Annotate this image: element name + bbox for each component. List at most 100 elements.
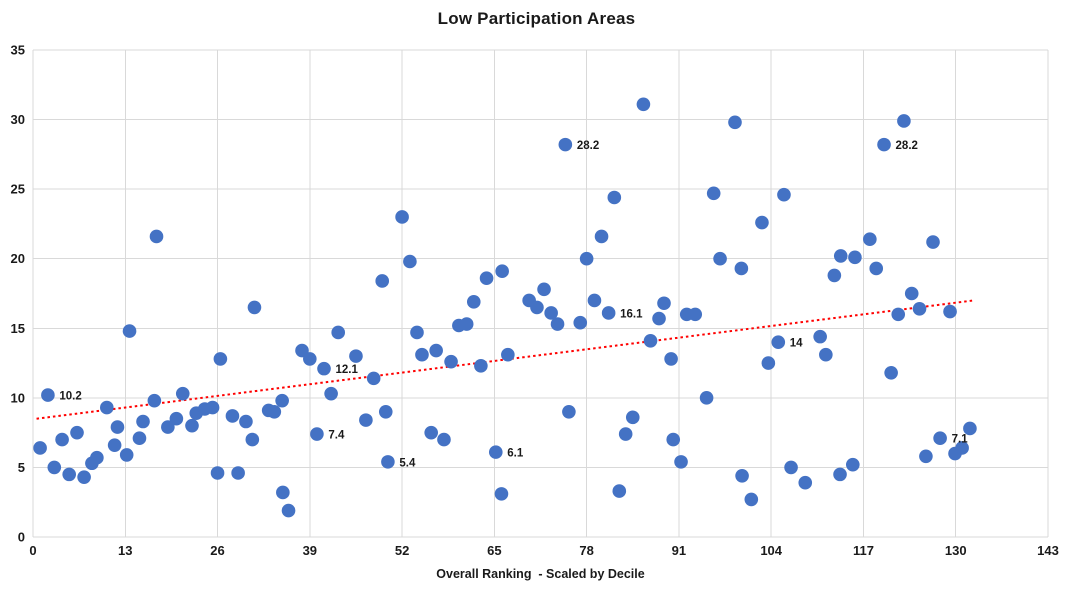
data-point[interactable] — [474, 359, 488, 373]
data-point[interactable] — [161, 420, 175, 434]
data-point[interactable] — [479, 271, 494, 285]
data-point[interactable] — [587, 293, 602, 308]
data-point[interactable] — [674, 455, 688, 469]
data-point[interactable] — [562, 404, 576, 419]
data-point[interactable] — [62, 467, 76, 482]
data-point[interactable] — [110, 420, 125, 434]
data-point[interactable] — [933, 431, 947, 446]
data-point[interactable] — [943, 304, 957, 319]
data-point[interactable] — [877, 137, 891, 152]
data-point[interactable] — [225, 409, 240, 423]
data-point[interactable] — [205, 400, 220, 415]
data-point[interactable] — [827, 268, 842, 283]
data-point[interactable] — [107, 438, 122, 452]
data-point[interactable] — [884, 366, 898, 380]
data-point[interactable] — [919, 449, 933, 464]
data-point[interactable] — [136, 414, 150, 429]
data-point[interactable] — [784, 460, 798, 475]
data-point[interactable] — [77, 470, 91, 484]
data-point[interactable] — [149, 229, 164, 244]
data-point[interactable] — [395, 210, 409, 224]
data-point[interactable] — [735, 468, 749, 483]
data-point[interactable] — [231, 466, 245, 480]
data-point[interactable] — [501, 347, 515, 362]
data-point[interactable] — [833, 249, 848, 263]
data-point[interactable] — [607, 190, 622, 205]
data-point[interactable] — [41, 388, 55, 402]
data-point[interactable] — [904, 286, 919, 301]
data-point[interactable] — [761, 356, 776, 370]
data-point[interactable] — [429, 343, 443, 358]
data-point[interactable] — [625, 410, 640, 425]
data-point[interactable] — [239, 414, 253, 429]
data-point[interactable] — [55, 432, 69, 447]
data-point[interactable] — [666, 432, 681, 447]
data-point[interactable] — [175, 386, 190, 401]
data-point[interactable] — [573, 315, 588, 330]
data-point[interactable] — [276, 485, 290, 500]
data-point[interactable] — [537, 282, 551, 297]
data-point[interactable] — [869, 261, 884, 276]
data-point[interactable] — [863, 232, 877, 247]
data-point[interactable] — [963, 421, 977, 436]
data-point[interactable] — [119, 448, 134, 462]
data-point[interactable] — [213, 352, 228, 366]
data-point[interactable] — [424, 425, 438, 440]
data-point[interactable] — [819, 347, 833, 362]
data-point[interactable] — [247, 300, 262, 315]
data-point[interactable] — [90, 450, 104, 465]
data-point[interactable] — [664, 352, 678, 366]
data-point[interactable] — [713, 251, 727, 266]
data-point[interactable] — [375, 274, 390, 288]
data-point[interactable] — [378, 404, 393, 419]
data-point[interactable] — [303, 352, 317, 366]
data-point[interactable] — [897, 114, 911, 128]
data-point[interactable] — [813, 329, 827, 344]
data-point[interactable] — [275, 393, 289, 408]
data-point[interactable] — [728, 115, 742, 130]
data-point[interactable] — [437, 432, 451, 447]
data-point[interactable] — [122, 324, 137, 338]
data-point[interactable] — [550, 317, 565, 331]
data-point[interactable] — [912, 302, 927, 316]
data-point[interactable] — [459, 317, 474, 331]
data-point[interactable] — [558, 137, 573, 152]
data-point[interactable] — [657, 296, 671, 311]
data-point[interactable] — [636, 97, 651, 112]
data-point[interactable] — [403, 254, 417, 269]
data-point[interactable] — [846, 457, 860, 472]
data-point[interactable] — [891, 307, 906, 322]
data-point[interactable] — [210, 466, 225, 480]
data-point[interactable] — [848, 250, 862, 265]
data-point[interactable] — [833, 467, 847, 482]
data-point[interactable] — [488, 445, 503, 459]
data-point[interactable] — [734, 261, 749, 276]
data-point[interactable] — [132, 431, 147, 446]
data-point[interactable] — [410, 325, 424, 340]
data-point[interactable] — [771, 335, 786, 350]
data-point[interactable] — [349, 349, 363, 363]
data-point[interactable] — [612, 484, 627, 498]
data-point[interactable] — [706, 186, 721, 201]
data-point[interactable] — [544, 306, 558, 320]
data-point[interactable] — [281, 503, 296, 518]
data-point[interactable] — [33, 441, 47, 455]
data-point[interactable] — [100, 400, 114, 415]
data-point[interactable] — [688, 307, 703, 322]
data-point[interactable] — [955, 441, 969, 455]
data-point[interactable] — [744, 492, 759, 507]
data-point[interactable] — [798, 475, 813, 490]
data-point[interactable] — [415, 347, 429, 362]
data-point[interactable] — [777, 187, 791, 202]
data-point[interactable] — [169, 411, 184, 426]
data-point[interactable] — [185, 418, 199, 433]
data-point[interactable] — [381, 455, 395, 469]
data-point[interactable] — [652, 311, 666, 326]
data-point[interactable] — [310, 427, 324, 441]
data-point[interactable] — [359, 413, 373, 427]
data-point[interactable] — [331, 325, 346, 340]
data-point[interactable] — [147, 393, 162, 408]
data-point[interactable] — [444, 354, 458, 369]
data-point[interactable] — [70, 425, 84, 440]
data-point[interactable] — [618, 427, 633, 441]
